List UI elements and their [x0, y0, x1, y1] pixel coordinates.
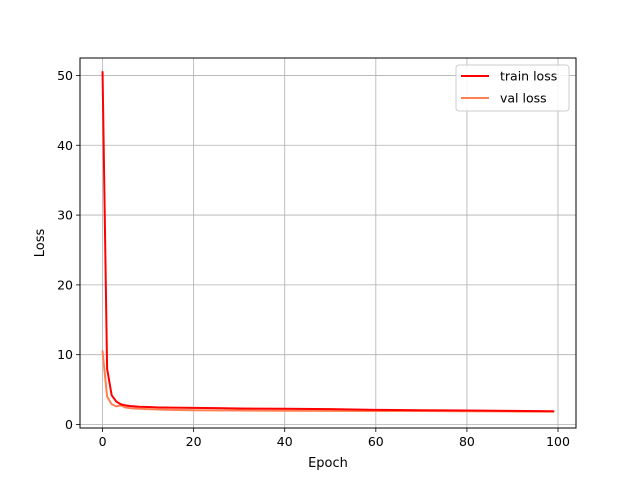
- x-tick-label: 100: [546, 434, 570, 449]
- legend: train loss val loss: [455, 64, 570, 112]
- y-tick-label: 30: [57, 208, 73, 223]
- grid: [80, 58, 576, 428]
- axis-ticks: 0 20 40 60 80 100 0 10 20 30 40 50: [57, 68, 570, 449]
- y-tick-label: 40: [57, 138, 73, 153]
- x-tick-label: 60: [368, 434, 384, 449]
- y-tick-label: 20: [57, 277, 73, 292]
- x-tick-label: 80: [459, 434, 475, 449]
- y-tick-label: 10: [57, 347, 73, 362]
- y-tick-label: 50: [57, 68, 73, 83]
- x-tick-label: 20: [186, 434, 202, 449]
- y-axis-label: Loss: [33, 229, 48, 258]
- plot-frame: [79, 57, 577, 429]
- train-loss-line: [101, 70, 555, 413]
- legend-label-train-loss: train loss: [500, 69, 557, 84]
- x-tick-label: 40: [277, 434, 293, 449]
- y-tick-label: 0: [65, 417, 73, 432]
- legend-label-val-loss: val loss: [500, 91, 547, 106]
- x-tick-label: 0: [99, 434, 107, 449]
- plot-lines: [101, 70, 555, 413]
- x-axis-label: Epoch: [308, 456, 348, 471]
